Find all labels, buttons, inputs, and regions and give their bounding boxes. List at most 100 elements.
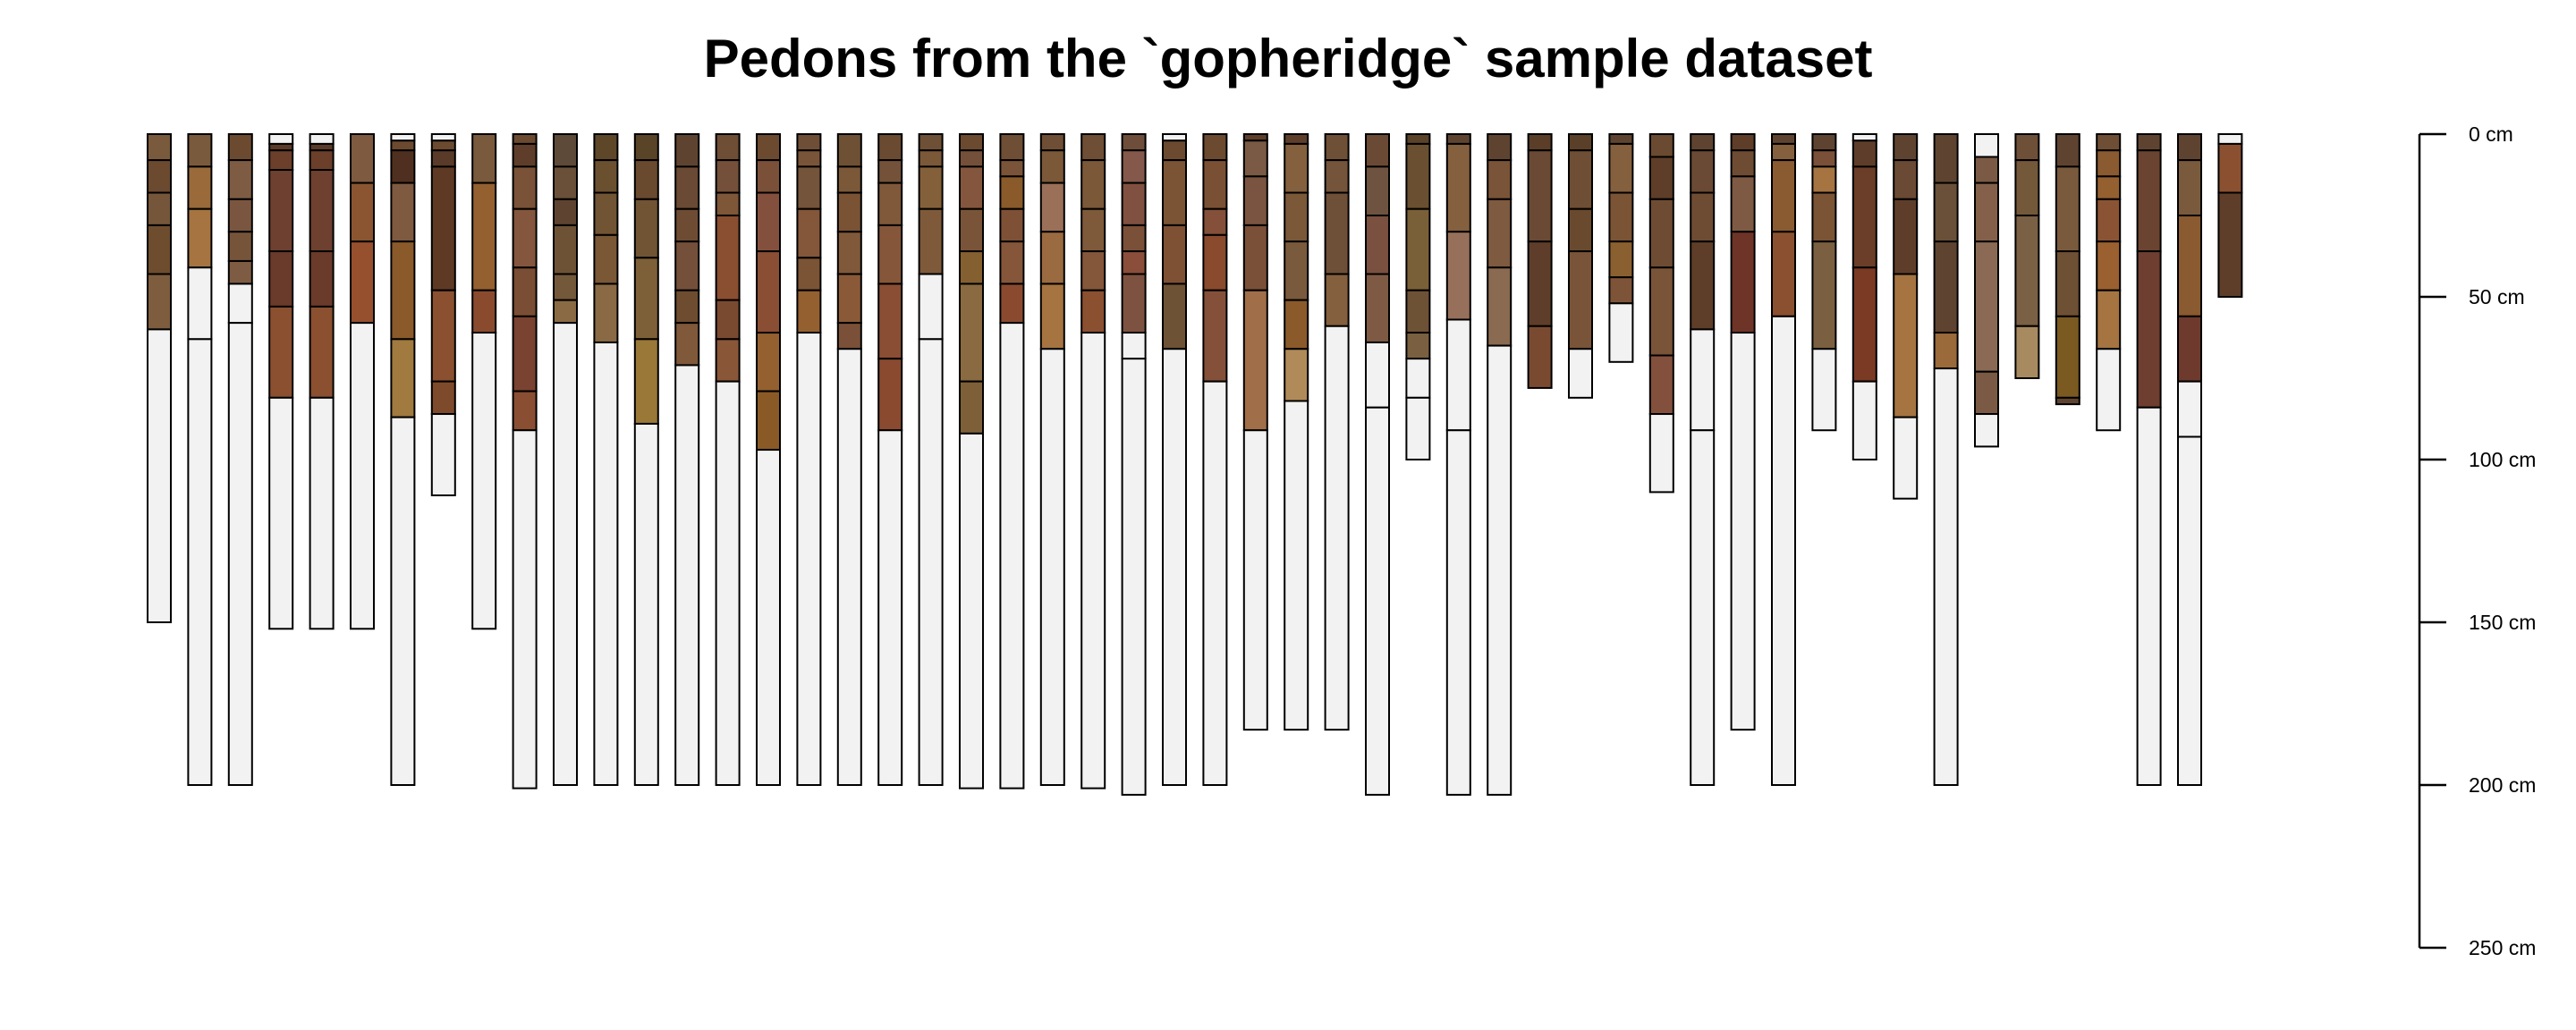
horizon-29-6 bbox=[1284, 348, 1309, 402]
horizon-20-3 bbox=[918, 165, 944, 210]
horizon-7-5 bbox=[390, 241, 416, 341]
horizon-28-3 bbox=[1242, 175, 1268, 226]
horizon-23-6 bbox=[1039, 348, 1065, 786]
horizon-8-6 bbox=[430, 380, 456, 416]
horizon-2-2 bbox=[187, 165, 213, 210]
horizon-26-3 bbox=[1162, 159, 1187, 226]
horizon-3-2 bbox=[227, 159, 253, 200]
horizon-51-5 bbox=[2177, 380, 2202, 438]
horizon-42-4 bbox=[1811, 191, 1837, 243]
horizon-15-3 bbox=[715, 191, 741, 217]
horizon-49-6 bbox=[2096, 289, 2122, 350]
horizon-5-5 bbox=[309, 250, 335, 308]
horizon-21-4 bbox=[959, 207, 984, 253]
horizon-2-1 bbox=[187, 133, 213, 168]
profile-41 bbox=[1771, 133, 1796, 786]
horizon-30-5 bbox=[1324, 325, 1350, 731]
horizon-10-3 bbox=[512, 165, 538, 210]
horizon-31-1 bbox=[1365, 133, 1390, 168]
horizon-21-7 bbox=[959, 380, 984, 435]
horizon-35-1 bbox=[1527, 133, 1553, 152]
horizon-40-5 bbox=[1730, 332, 1756, 731]
profile-17 bbox=[796, 133, 822, 786]
horizon-29-3 bbox=[1284, 191, 1309, 243]
horizon-47-1 bbox=[2014, 133, 2040, 162]
horizon-38-3 bbox=[1648, 198, 1674, 269]
horizon-32-7 bbox=[1405, 396, 1431, 460]
profile-52 bbox=[2217, 133, 2243, 299]
horizon-37-5 bbox=[1608, 276, 1634, 305]
horizon-14-3 bbox=[674, 207, 700, 243]
horizon-45-1 bbox=[1933, 133, 1959, 184]
horizon-10-6 bbox=[512, 315, 538, 393]
horizon-22-1 bbox=[999, 133, 1025, 162]
horizon-28-5 bbox=[1242, 289, 1268, 432]
horizon-1-2 bbox=[147, 159, 172, 194]
horizon-22-5 bbox=[999, 241, 1025, 285]
profile-4 bbox=[268, 133, 294, 630]
profile-23 bbox=[1039, 133, 1065, 786]
horizon-11-4 bbox=[553, 224, 578, 275]
horizon-10-7 bbox=[512, 390, 538, 432]
horizon-14-6 bbox=[674, 322, 700, 367]
horizon-14-2 bbox=[674, 165, 700, 210]
horizon-28-1 bbox=[1242, 133, 1268, 142]
horizon-1-4 bbox=[147, 224, 172, 275]
horizon-44-4 bbox=[1893, 273, 1919, 418]
horizon-33-5 bbox=[1445, 429, 1471, 796]
horizon-13-5 bbox=[633, 338, 659, 425]
horizon-43-5 bbox=[1852, 380, 1877, 461]
horizon-31-5 bbox=[1365, 341, 1390, 409]
horizon-15-2 bbox=[715, 159, 741, 194]
horizon-14-1 bbox=[674, 133, 700, 168]
horizon-37-1 bbox=[1608, 133, 1634, 145]
horizon-25-2 bbox=[1121, 149, 1147, 184]
horizon-12-4 bbox=[593, 233, 619, 285]
horizon-24-2 bbox=[1080, 159, 1106, 210]
horizon-19-5 bbox=[877, 283, 903, 360]
horizon-41-3 bbox=[1771, 159, 1796, 233]
horizon-10-1 bbox=[512, 133, 538, 145]
horizon-49-4 bbox=[2096, 198, 2122, 243]
horizon-43-2 bbox=[1852, 139, 1877, 168]
horizon-12-1 bbox=[593, 133, 619, 162]
horizon-16-7 bbox=[756, 449, 781, 786]
horizon-17-3 bbox=[796, 165, 822, 210]
horizon-31-6 bbox=[1365, 406, 1390, 796]
horizon-24-1 bbox=[1080, 133, 1106, 162]
horizon-34-4 bbox=[1487, 266, 1513, 347]
horizon-4-5 bbox=[268, 250, 294, 308]
horizon-8-7 bbox=[430, 413, 456, 497]
profile-29 bbox=[1284, 133, 1309, 731]
profile-6 bbox=[350, 133, 375, 630]
horizon-47-2 bbox=[2014, 159, 2040, 216]
horizon-7-6 bbox=[390, 338, 416, 418]
horizon-21-2 bbox=[959, 149, 984, 168]
profile-2 bbox=[187, 133, 213, 786]
horizon-7-2 bbox=[390, 139, 416, 152]
depth-axis: 0 cm 50 cm 100 cm 150 cm 200 cm 250 cm bbox=[2418, 122, 2536, 959]
horizon-34-1 bbox=[1487, 133, 1513, 162]
horizon-17-6 bbox=[796, 289, 822, 334]
horizon-44-3 bbox=[1893, 198, 1919, 275]
horizon-3-5 bbox=[227, 259, 253, 285]
horizon-34-3 bbox=[1487, 198, 1513, 269]
horizon-9-1 bbox=[471, 133, 497, 184]
horizon-7-3 bbox=[390, 149, 416, 184]
horizon-1-6 bbox=[147, 328, 172, 623]
horizon-30-1 bbox=[1324, 133, 1350, 162]
horizon-7-4 bbox=[390, 182, 416, 243]
horizon-19-2 bbox=[877, 159, 903, 184]
horizon-35-4 bbox=[1527, 325, 1553, 389]
horizon-16-4 bbox=[756, 250, 781, 334]
profile-37 bbox=[1608, 133, 1634, 363]
profile-34 bbox=[1487, 133, 1513, 796]
horizon-5-1 bbox=[309, 133, 335, 145]
profile-50 bbox=[2136, 133, 2162, 786]
horizon-38-1 bbox=[1648, 133, 1674, 158]
profile-11 bbox=[553, 133, 578, 786]
horizon-13-4 bbox=[633, 257, 659, 341]
horizon-47-4 bbox=[2014, 325, 2040, 380]
profile-16 bbox=[756, 133, 781, 786]
